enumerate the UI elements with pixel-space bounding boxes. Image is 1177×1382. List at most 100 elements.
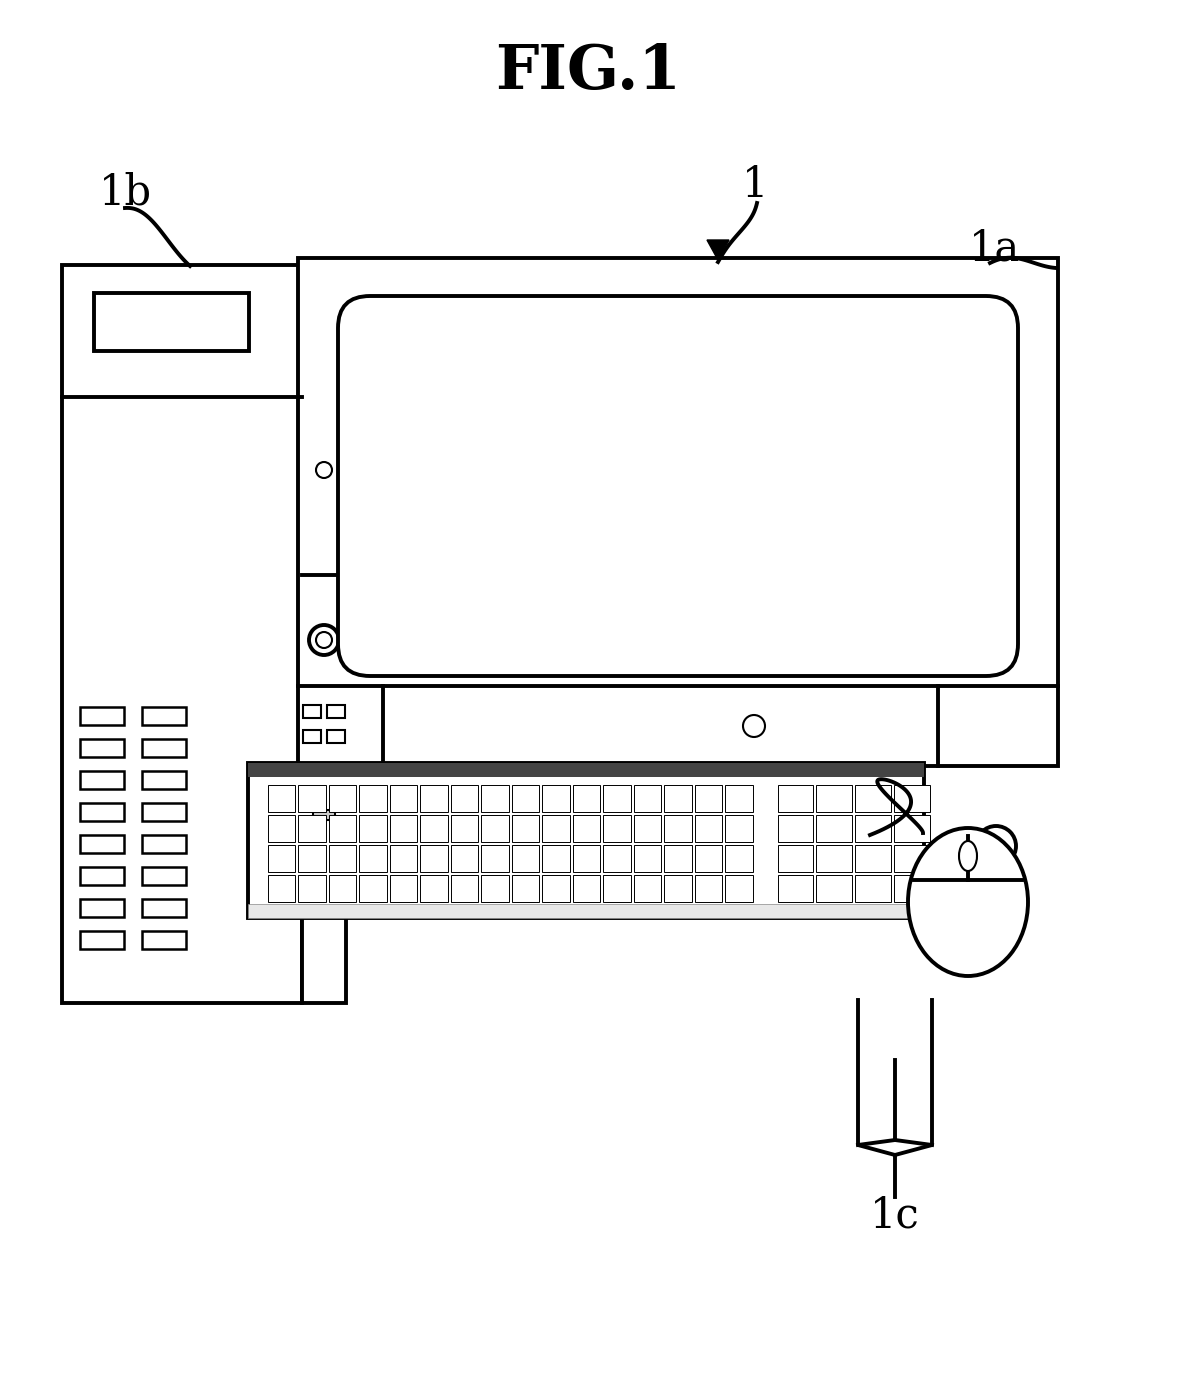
Bar: [142, 771, 186, 789]
Bar: [302, 265, 346, 1003]
Ellipse shape: [907, 828, 1028, 976]
Bar: [512, 814, 539, 842]
Bar: [80, 931, 124, 949]
Bar: [328, 875, 355, 901]
Bar: [541, 844, 570, 872]
Bar: [80, 771, 124, 789]
Text: 1: 1: [742, 164, 769, 206]
Bar: [298, 785, 326, 811]
Bar: [142, 708, 186, 726]
Bar: [664, 875, 692, 901]
Bar: [298, 844, 326, 872]
Bar: [541, 785, 570, 811]
Bar: [267, 844, 295, 872]
Bar: [390, 814, 417, 842]
Bar: [327, 705, 345, 719]
Bar: [664, 844, 692, 872]
Bar: [80, 708, 124, 726]
Bar: [390, 844, 417, 872]
Bar: [603, 785, 631, 811]
Bar: [359, 785, 386, 811]
Bar: [80, 900, 124, 918]
Circle shape: [976, 826, 1016, 867]
Bar: [572, 814, 600, 842]
Bar: [359, 875, 386, 901]
Bar: [778, 785, 813, 811]
Polygon shape: [707, 240, 729, 260]
Bar: [481, 814, 508, 842]
Bar: [327, 730, 345, 744]
Bar: [725, 844, 752, 872]
Bar: [298, 875, 326, 901]
Bar: [512, 844, 539, 872]
Bar: [725, 875, 752, 901]
Bar: [420, 785, 447, 811]
Bar: [328, 844, 355, 872]
Bar: [603, 844, 631, 872]
Bar: [694, 814, 722, 842]
Bar: [359, 844, 386, 872]
Bar: [80, 867, 124, 884]
Bar: [893, 785, 930, 811]
Bar: [451, 875, 478, 901]
Bar: [633, 875, 661, 901]
Bar: [302, 705, 321, 719]
Bar: [633, 785, 661, 811]
Bar: [817, 875, 852, 901]
Text: 1c: 1c: [870, 1194, 920, 1236]
Bar: [420, 814, 447, 842]
Bar: [94, 293, 250, 351]
Bar: [855, 814, 891, 842]
Bar: [694, 875, 722, 901]
Bar: [855, 875, 891, 901]
Bar: [451, 785, 478, 811]
Bar: [267, 785, 295, 811]
Bar: [267, 814, 295, 842]
Bar: [451, 814, 478, 842]
Bar: [481, 844, 508, 872]
Bar: [572, 875, 600, 901]
Bar: [62, 265, 302, 1003]
Bar: [512, 785, 539, 811]
Bar: [328, 785, 355, 811]
Bar: [142, 803, 186, 821]
Bar: [302, 730, 321, 744]
Bar: [817, 814, 852, 842]
Bar: [694, 844, 722, 872]
Bar: [142, 739, 186, 757]
Bar: [390, 785, 417, 811]
Bar: [664, 814, 692, 842]
Bar: [481, 875, 508, 901]
Bar: [267, 875, 295, 901]
Bar: [248, 904, 924, 918]
Bar: [633, 814, 661, 842]
Circle shape: [743, 714, 765, 737]
Bar: [893, 875, 930, 901]
Bar: [142, 835, 186, 853]
Bar: [541, 814, 570, 842]
Bar: [80, 803, 124, 821]
Bar: [142, 867, 186, 884]
Bar: [298, 814, 326, 842]
Bar: [80, 835, 124, 853]
Bar: [572, 785, 600, 811]
Bar: [248, 763, 924, 918]
Bar: [313, 810, 335, 820]
Bar: [725, 785, 752, 811]
Bar: [778, 875, 813, 901]
Bar: [893, 844, 930, 872]
Bar: [633, 844, 661, 872]
Bar: [725, 814, 752, 842]
Bar: [694, 785, 722, 811]
Bar: [420, 844, 447, 872]
Circle shape: [310, 625, 339, 655]
Bar: [248, 763, 924, 777]
FancyBboxPatch shape: [338, 296, 1018, 676]
Text: FIG.1: FIG.1: [496, 41, 681, 102]
Bar: [328, 814, 355, 842]
Bar: [512, 875, 539, 901]
Bar: [778, 814, 813, 842]
Bar: [893, 814, 930, 842]
Bar: [142, 900, 186, 918]
Text: 1b: 1b: [99, 171, 152, 213]
